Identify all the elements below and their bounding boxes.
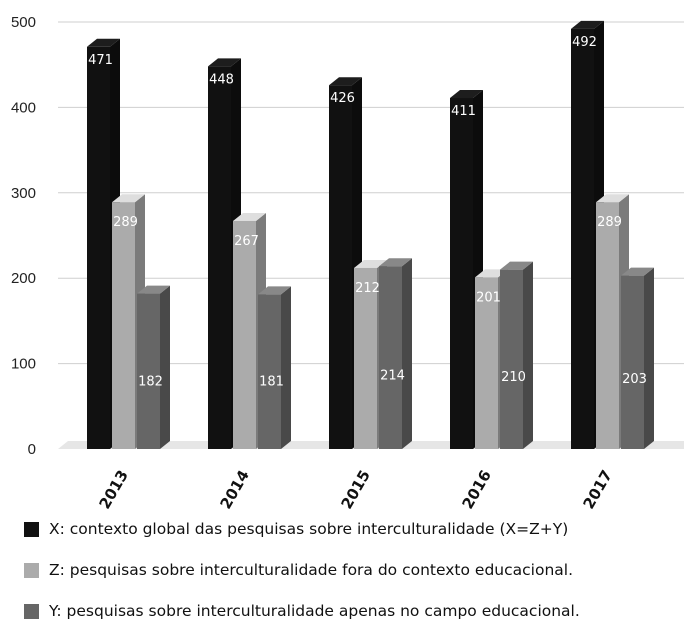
data-label: 181 bbox=[259, 375, 284, 390]
bar bbox=[621, 275, 644, 449]
bar-top bbox=[571, 20, 604, 29]
bar-top bbox=[500, 261, 533, 270]
bar bbox=[571, 28, 594, 449]
data-label: 289 bbox=[113, 215, 138, 230]
data-label: 214 bbox=[380, 369, 405, 384]
y-tick-label: 200 bbox=[11, 270, 36, 287]
bar-top bbox=[354, 259, 387, 268]
x-tick-label: 2015 bbox=[338, 467, 374, 510]
bar bbox=[208, 66, 231, 450]
bar-top bbox=[137, 285, 170, 294]
data-label: 448 bbox=[209, 72, 234, 87]
bar-top bbox=[329, 77, 362, 86]
bar bbox=[596, 202, 619, 449]
bar-side bbox=[281, 286, 291, 449]
data-label: 411 bbox=[451, 104, 476, 119]
bar-side bbox=[644, 267, 654, 449]
legend-swatch-x bbox=[24, 522, 39, 537]
bar bbox=[475, 277, 498, 449]
legend-label-z: Z: pesquisas sobre interculturalidade fo… bbox=[49, 561, 574, 579]
bar-top bbox=[475, 269, 508, 278]
bar bbox=[450, 98, 473, 450]
bar bbox=[87, 46, 110, 450]
bar-chart: 0 100 200 300 400 500 471 289 182 2013 448 267 181 20… bbox=[11, 14, 684, 510]
bar-top bbox=[379, 258, 412, 267]
x-tick-label: 2016 bbox=[459, 467, 495, 510]
legend-swatch-y bbox=[24, 604, 39, 619]
bar-top bbox=[233, 212, 266, 221]
data-label: 201 bbox=[476, 290, 501, 305]
bar-side bbox=[523, 261, 533, 449]
data-label: 492 bbox=[572, 35, 597, 50]
data-label: 289 bbox=[597, 215, 622, 230]
data-label: 203 bbox=[622, 372, 647, 387]
bar bbox=[233, 220, 256, 449]
legend-label-x: X: contexto global das pesquisas sobre i… bbox=[49, 520, 569, 538]
bar-top bbox=[450, 90, 483, 99]
bar bbox=[137, 293, 160, 449]
y-tick-label: 400 bbox=[11, 99, 36, 116]
x-tick-label: 2017 bbox=[580, 467, 616, 510]
bar bbox=[112, 202, 135, 449]
bar-top bbox=[596, 194, 629, 203]
legend-label-y: Y: pesquisas sobre interculturalidade ap… bbox=[49, 602, 580, 620]
bar-side bbox=[160, 285, 170, 449]
data-label: 426 bbox=[330, 91, 355, 106]
x-tick-label: 2013 bbox=[96, 467, 132, 510]
bar-top bbox=[621, 267, 654, 276]
bar bbox=[258, 294, 281, 449]
data-label: 182 bbox=[138, 374, 163, 389]
y-tick-label: 100 bbox=[11, 356, 36, 373]
bar bbox=[500, 269, 523, 449]
bar bbox=[379, 266, 402, 449]
bar bbox=[329, 85, 352, 450]
data-label: 267 bbox=[234, 234, 259, 249]
bar-top bbox=[258, 286, 291, 295]
chart-root: 0 100 200 300 400 500 471 289 182 2013 448 267 181 20… bbox=[11, 14, 684, 620]
bar-top bbox=[112, 194, 145, 203]
bar-side bbox=[402, 258, 412, 449]
data-label: 210 bbox=[501, 370, 526, 385]
bar-top bbox=[87, 38, 120, 47]
data-label: 212 bbox=[355, 281, 380, 296]
bar bbox=[354, 267, 377, 449]
data-label: 471 bbox=[88, 53, 113, 68]
bar-top bbox=[208, 58, 241, 67]
y-tick-label: 300 bbox=[11, 185, 36, 202]
y-tick-label: 0 bbox=[28, 441, 36, 458]
x-tick-label: 2014 bbox=[217, 467, 253, 510]
legend-swatch-z bbox=[24, 563, 39, 578]
y-tick-label: 500 bbox=[11, 14, 36, 31]
